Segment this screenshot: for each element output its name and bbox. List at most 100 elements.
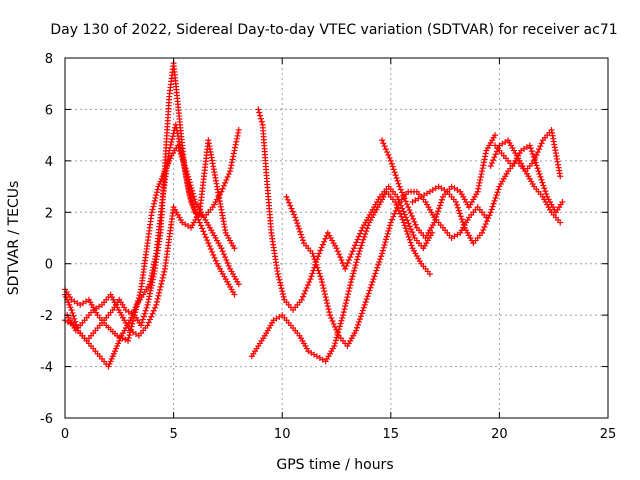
data-point-marker bbox=[394, 204, 401, 211]
data-point-marker bbox=[145, 319, 152, 326]
data-point-marker bbox=[387, 157, 394, 164]
data-point-marker bbox=[289, 208, 296, 215]
data-point-marker bbox=[72, 318, 79, 325]
data-point-marker bbox=[153, 192, 160, 199]
data-point-marker bbox=[367, 284, 374, 291]
data-point-marker bbox=[229, 156, 236, 163]
data-point-marker bbox=[380, 140, 387, 147]
data-point-marker bbox=[189, 190, 196, 197]
data-point-marker bbox=[119, 335, 126, 342]
data-point-marker bbox=[459, 219, 466, 225]
data-point-marker bbox=[159, 274, 166, 281]
data-point-marker bbox=[225, 262, 232, 269]
data-point-marker bbox=[320, 285, 327, 292]
data-point-marker bbox=[453, 201, 460, 208]
data-point-marker bbox=[279, 288, 286, 295]
data-point-marker bbox=[297, 228, 304, 235]
data-point-marker bbox=[302, 287, 309, 294]
data-point-marker bbox=[231, 147, 238, 154]
data-point-marker bbox=[392, 207, 399, 214]
data-point-marker bbox=[138, 322, 145, 329]
data-point-marker bbox=[211, 254, 218, 261]
data-point-marker bbox=[207, 246, 214, 253]
data-point-marker bbox=[201, 231, 208, 238]
data-point-marker bbox=[355, 250, 362, 257]
data-point-marker bbox=[335, 251, 342, 258]
data-point-marker bbox=[225, 171, 232, 178]
data-point-marker bbox=[557, 173, 564, 180]
data-point-marker bbox=[409, 229, 416, 236]
data-point-marker bbox=[342, 300, 349, 307]
plot-border bbox=[64, 57, 609, 419]
data-point-marker bbox=[400, 208, 407, 215]
data-point-marker bbox=[372, 270, 379, 277]
data-point-marker bbox=[160, 271, 167, 278]
data-point-marker bbox=[526, 142, 533, 149]
data-point-marker bbox=[321, 291, 328, 298]
data-point-marker bbox=[319, 279, 326, 286]
data-point-marker bbox=[487, 163, 494, 169]
data-point-marker bbox=[354, 324, 361, 331]
data-point-marker bbox=[257, 115, 264, 122]
data-point-marker bbox=[356, 248, 363, 255]
data-point-marker bbox=[306, 279, 313, 286]
data-point-marker bbox=[403, 228, 410, 235]
data-point-marker bbox=[204, 237, 211, 244]
data-point-marker bbox=[341, 306, 348, 313]
data-point-marker bbox=[357, 230, 364, 237]
data-point-marker bbox=[390, 213, 397, 220]
data-point-marker bbox=[256, 109, 263, 116]
data-point-marker bbox=[400, 219, 407, 226]
data-point-marker bbox=[390, 166, 397, 173]
data-point-marker bbox=[233, 138, 240, 145]
data-point-marker bbox=[395, 180, 402, 187]
data-point-marker bbox=[387, 222, 394, 229]
data-point-marker bbox=[475, 185, 482, 192]
data-point-marker bbox=[481, 156, 488, 163]
data-point-marker bbox=[374, 264, 381, 271]
data-point-marker bbox=[426, 271, 433, 277]
data-point-marker bbox=[557, 219, 564, 226]
data-point-marker bbox=[136, 292, 143, 299]
data-point-marker bbox=[386, 225, 393, 232]
data-point-marker bbox=[159, 277, 166, 284]
data-point-marker bbox=[486, 212, 493, 219]
data-point-marker bbox=[401, 211, 408, 218]
data-point-marker bbox=[340, 309, 347, 316]
data-point-marker bbox=[389, 163, 396, 170]
data-point-marker bbox=[143, 304, 150, 311]
data-point-marker bbox=[492, 132, 499, 139]
data-point-marker bbox=[528, 148, 535, 155]
data-point-marker bbox=[279, 291, 286, 297]
data-point-marker bbox=[188, 184, 195, 191]
data-point-marker bbox=[219, 185, 226, 192]
data-point-marker bbox=[150, 203, 157, 210]
data-point-marker bbox=[393, 175, 400, 181]
x-tick-label: 0 bbox=[61, 427, 69, 442]
data-point-marker bbox=[352, 242, 359, 249]
series-track-8 bbox=[379, 132, 499, 241]
data-point-marker bbox=[488, 206, 495, 213]
data-point-marker bbox=[334, 248, 341, 255]
data-point-marker bbox=[275, 273, 282, 280]
data-point-marker bbox=[69, 309, 76, 316]
data-point-marker bbox=[169, 133, 176, 140]
data-point-marker bbox=[364, 293, 371, 300]
data-point-marker bbox=[232, 144, 239, 151]
data-point-marker bbox=[332, 340, 339, 347]
data-point-marker bbox=[179, 156, 186, 163]
data-point-marker bbox=[437, 199, 444, 206]
data-point-marker bbox=[158, 280, 165, 287]
data-point-marker bbox=[540, 182, 547, 189]
data-point-marker bbox=[322, 235, 329, 242]
data-point-marker bbox=[318, 276, 325, 283]
data-point-marker bbox=[322, 294, 329, 301]
data-point-marker bbox=[403, 214, 410, 221]
data-point-marker bbox=[340, 312, 347, 319]
data-point-marker bbox=[330, 320, 337, 327]
data-point-marker bbox=[122, 336, 129, 343]
data-point-marker bbox=[258, 118, 265, 125]
data-point-marker bbox=[337, 320, 344, 327]
data-point-marker bbox=[114, 332, 121, 339]
